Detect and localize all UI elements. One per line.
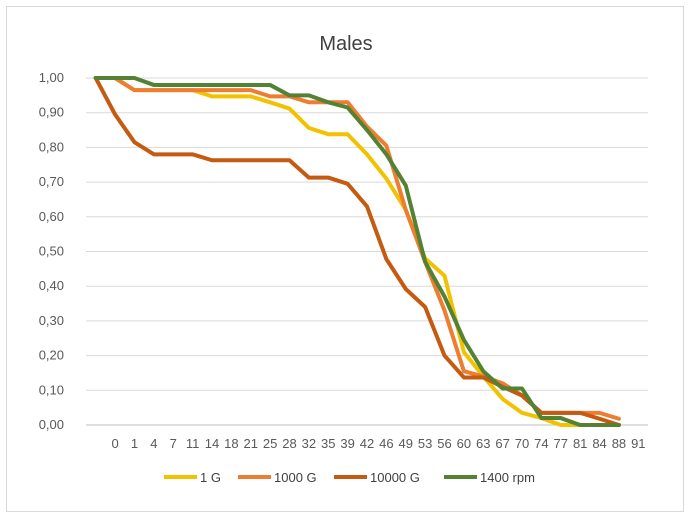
x-tick-label: 0 [111,436,118,451]
x-tick-label: 74 [534,436,548,451]
x-tick-label: 70 [515,436,529,451]
x-tick-label: 32 [302,436,316,451]
gridlines [86,77,648,426]
x-tick-label: 11 [186,436,200,451]
y-tick-label: 0,50 [39,244,64,259]
chart-frame [6,6,684,512]
y-tick-label: 0,00 [39,417,64,432]
x-tick-label: 81 [573,436,587,451]
y-axis-ticks: 0,00 0,10 0,20 0,30 0,40 0,50 0,60 0,70 0,80 0,90… [39,70,64,432]
legend-label: 1000 G [274,470,317,485]
x-tick-label: 42 [360,436,374,451]
x-tick-label: 4 [150,436,157,451]
x-tick-label: 14 [205,436,219,451]
y-tick-label: 0,90 [39,105,64,120]
x-tick-label: 60 [457,436,471,451]
y-tick-label: 0,70 [39,174,64,189]
x-tick-label: 25 [263,436,277,451]
x-tick-label: 53 [418,436,432,451]
x-tick-label: 28 [282,436,296,451]
legend-label: 1400 rpm [480,470,535,485]
x-tick-label: 88 [612,436,626,451]
legend-label: 10000 G [370,470,420,485]
x-tick-label: 91 [631,436,645,451]
y-tick-label: 0,20 [39,348,64,363]
legend-label: 1 G [200,470,221,485]
y-tick-label: 0,80 [39,139,64,154]
chart-title: Males [319,33,372,55]
x-tick-label: 7 [170,436,177,451]
x-tick-label: 56 [437,436,451,451]
series-lines [93,76,621,427]
series-line-2 [93,76,621,421]
x-tick-label: 63 [476,436,490,451]
x-tick-label: 21 [243,436,257,451]
legend: 1 G 1000 G 10000 G 1400 rpm [164,470,535,485]
x-tick-label: 84 [592,436,606,451]
x-tick-label: 39 [340,436,354,451]
series-line-4 [93,76,621,427]
y-tick-label: 0,30 [39,313,64,328]
y-tick-label: 0,60 [39,209,64,224]
x-tick-label: 1 [131,436,138,451]
x-tick-label: 49 [399,436,413,451]
y-tick-label: 0,10 [39,382,64,397]
x-tick-label: 77 [554,436,568,451]
x-tick-label: 67 [495,436,509,451]
y-tick-label: 0,40 [39,278,64,293]
x-tick-label: 18 [224,436,238,451]
y-tick-label: 1,00 [39,70,64,85]
x-tick-label: 35 [321,436,335,451]
x-axis-ticks: 0 1 4 7 11 14 18 21 25 28 32 35 39 42 46 49 53 56 60 63 67 70… [111,436,645,451]
x-tick-label: 46 [379,436,393,451]
